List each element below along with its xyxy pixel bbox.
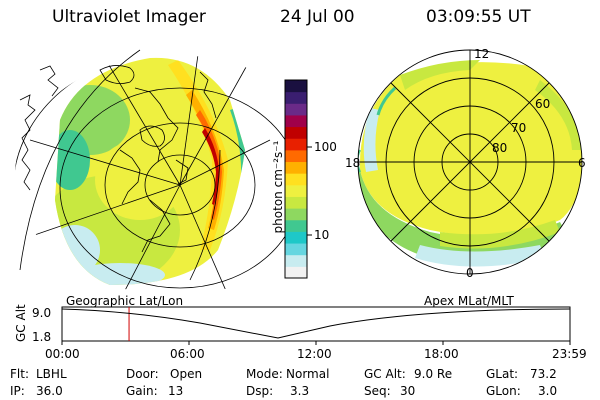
- timeline-x-2: 12:00: [297, 347, 332, 361]
- gcalt-label: GC Alt:: [364, 367, 406, 381]
- flt-value: LBHL: [36, 367, 67, 381]
- colorbar-segment: [285, 126, 307, 139]
- colorbar-segment: [285, 196, 307, 209]
- right-map-caption: Apex MLat/MLT: [424, 294, 514, 308]
- colorbar-tick-100: 100: [314, 140, 337, 154]
- colorbar-segment: [285, 231, 307, 244]
- colorbar-segment: [285, 173, 307, 186]
- door-label: Door:: [126, 367, 159, 381]
- glon-label: GLon:: [486, 384, 521, 398]
- timeline-x-4: 23:59: [552, 347, 587, 361]
- colorbar-segment: [285, 219, 307, 232]
- timeline-x-3: 18:00: [424, 347, 459, 361]
- colorbar-segment: [285, 114, 307, 128]
- dsp-value: 3.3: [290, 384, 310, 398]
- door-value: Open: [170, 367, 203, 381]
- seq-label: Seq:: [364, 384, 391, 398]
- time-label: 03:09:55 UT: [426, 7, 531, 27]
- left-map-caption: Geographic Lat/Lon: [66, 294, 184, 308]
- gcalt-value: 9.0 Re: [414, 367, 453, 381]
- colorbar-segment: [285, 138, 307, 151]
- mlt-label-0: 0: [466, 266, 474, 280]
- timeline-axis-label: GC Alt: [14, 304, 28, 342]
- gain-label: Gain:: [126, 384, 158, 398]
- timeline-x-0: 00:00: [45, 347, 80, 361]
- date-label: 24 Jul 00: [280, 7, 355, 27]
- gain-value: 13: [168, 384, 184, 398]
- colorbar-segment: [285, 254, 307, 267]
- timeline-x-1: 06:00: [170, 347, 205, 361]
- instrument-title: Ultraviolet Imager: [52, 7, 206, 27]
- colorbar-segment: [285, 243, 307, 256]
- glat-value: 73.2: [530, 367, 557, 381]
- colorbar-segment: [285, 184, 307, 197]
- timeline-y-max: 9.0: [32, 306, 52, 320]
- glon-value: 3.0: [538, 384, 558, 398]
- colorbar-segment: [285, 80, 307, 93]
- colorbar-tick-10: 10: [314, 228, 330, 242]
- coastlines: [19, 65, 217, 253]
- mlt-label-12: 12: [474, 47, 490, 61]
- right-grid: [357, 49, 583, 275]
- colorbar-segment: [285, 266, 307, 279]
- colorbar-segment: [285, 161, 307, 174]
- seq-value: 30: [400, 384, 416, 398]
- left-aurora-image: [55, 57, 245, 285]
- mlat-label-70: 70: [511, 121, 527, 135]
- mlat-label-60: 60: [535, 97, 551, 111]
- glat-label: GLat:: [486, 367, 519, 381]
- colorbar-segment: [285, 91, 307, 104]
- mlat-label-80: 80: [492, 141, 508, 155]
- flt-label: Flt:: [10, 367, 29, 381]
- ip-value: 36.0: [36, 384, 63, 398]
- ip-label: IP:: [10, 384, 25, 398]
- colorbar-segment: [285, 208, 307, 221]
- colorbar-segment: [285, 149, 307, 163]
- mlt-label-6: 6: [578, 156, 586, 170]
- left-grid: [15, 55, 335, 295]
- colorbar-segment: [285, 103, 307, 116]
- mlt-label-18: 18: [345, 156, 361, 170]
- mode-value: Normal: [286, 367, 330, 381]
- mode-label: Mode:: [246, 367, 283, 381]
- timeline-y-min: 1.8: [32, 330, 52, 344]
- dsp-label: Dsp:: [246, 384, 274, 398]
- altitude-curve: [61, 308, 571, 339]
